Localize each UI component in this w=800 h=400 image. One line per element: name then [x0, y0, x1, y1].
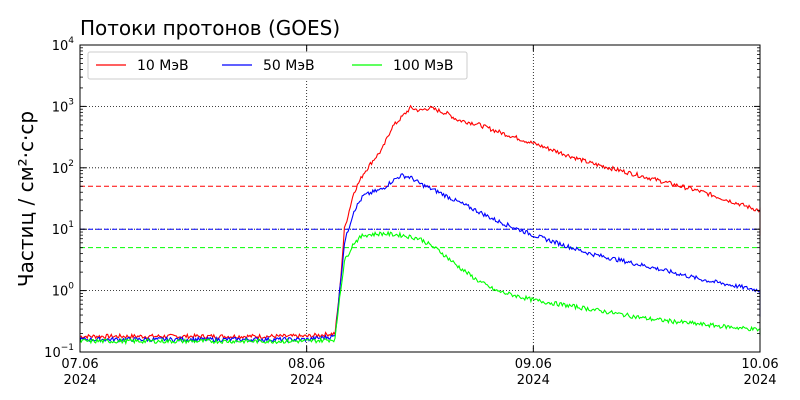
x-tick-day: 09.06: [515, 357, 552, 372]
x-tick-day: 08.06: [288, 357, 325, 372]
chart-title: Потоки протонов (GOES): [80, 16, 340, 40]
plot-area: [80, 45, 760, 352]
legend-box: [87, 51, 468, 80]
y-tick-label: 103: [52, 97, 74, 115]
y-tick-exponent: −1: [61, 343, 74, 353]
y-tick-exponent: 0: [68, 282, 74, 292]
y-axis-label: Частиц / см²·с·ср: [14, 111, 38, 287]
y-tick-label: 100: [52, 282, 75, 300]
x-tick-year: 2024: [290, 373, 323, 388]
legend-label-0: 10 МэВ: [137, 58, 189, 74]
x-tick-day: 07.06: [61, 357, 98, 372]
legend-label-1: 50 МэВ: [263, 58, 315, 74]
y-tick-label: 102: [52, 159, 74, 177]
y-tick-exponent: 4: [68, 36, 74, 46]
legend: 10 МэВ 50 МэВ 100 МэВ: [87, 51, 468, 80]
plot-frame: [79, 44, 761, 353]
legend-label-2: 100 МэВ: [393, 58, 454, 74]
x-tick-year: 2024: [63, 373, 96, 388]
threshold-lines: [80, 185, 760, 249]
y-tick-exponent: 2: [68, 159, 74, 169]
y-tick-exponent: 1: [68, 220, 74, 230]
x-tick-year: 2024: [743, 373, 776, 388]
y-tick-label: 101: [52, 220, 74, 238]
x-tick-day: 10.06: [741, 357, 778, 372]
y-axis-ticks: 1 0 −1 100 101 102 103 104: [44, 36, 760, 361]
y-tick-label: 104: [52, 36, 75, 54]
y-tick-exponent: 3: [68, 97, 74, 107]
x-tick-year: 2024: [517, 373, 550, 388]
